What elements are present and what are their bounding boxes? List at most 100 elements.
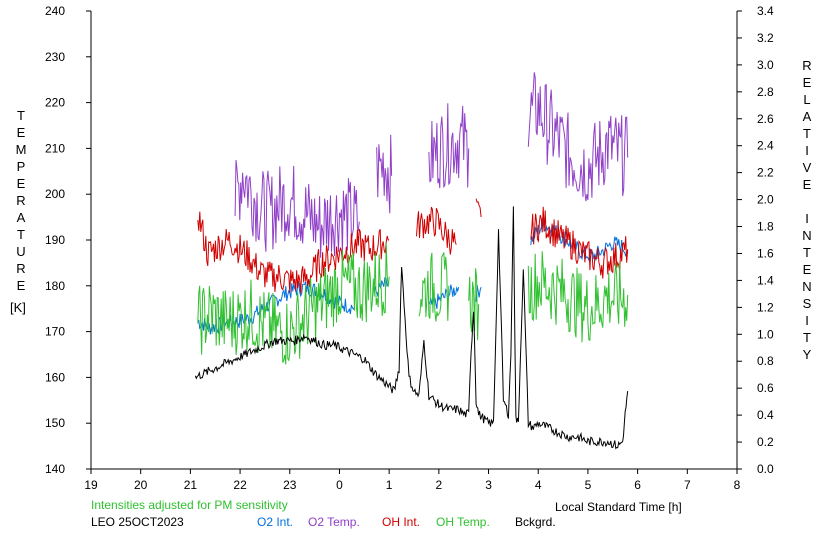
right-axis-title-letter: T <box>803 245 811 260</box>
left-axis-title-letter: P <box>17 159 26 174</box>
right-tick-label: 2.8 <box>757 85 774 99</box>
plot-frame <box>90 11 738 470</box>
left-tick-label: 200 <box>45 187 65 201</box>
x-tick-label: 0 <box>336 478 343 492</box>
left-axis-title-letter: E <box>17 176 26 191</box>
right-tick-label: 1.6 <box>757 246 774 260</box>
x-tick-label: 5 <box>585 478 592 492</box>
series-line <box>475 198 482 218</box>
left-y-axis: 140150160170180190200210220230240TEMPERA… <box>16 4 91 476</box>
sensitivity-note: Intensities adjusted for PM sensitivity <box>91 498 288 512</box>
left-tick-label: 160 <box>45 370 65 384</box>
series-o2-temp <box>234 72 629 258</box>
series-line <box>197 242 390 365</box>
right-tick-label: 0.0 <box>757 462 774 476</box>
left-tick-label: 140 <box>45 462 65 476</box>
series-line <box>530 218 629 261</box>
series-line <box>428 103 470 189</box>
right-axis-title-letter: V <box>803 160 812 175</box>
legend-entry: OH Int. <box>382 515 420 529</box>
right-tick-label: 3.4 <box>757 4 774 18</box>
series-oh-temp <box>197 242 629 365</box>
right-axis-title-letter: R <box>802 58 811 73</box>
right-axis-title-letter: I <box>805 143 809 158</box>
legend-entry: O2 Temp. <box>308 515 360 529</box>
right-axis-title-letter: N <box>802 279 811 294</box>
series-line <box>527 72 629 202</box>
right-tick-label: 0.8 <box>757 354 774 368</box>
legend-entry: O2 Int. <box>257 515 293 529</box>
left-tick-label: 220 <box>45 96 65 110</box>
left-axis-title-letter: T <box>17 227 25 242</box>
right-axis-title-letter: E <box>803 262 812 277</box>
right-axis-title-letter: E <box>803 75 812 90</box>
right-tick-label: 2.6 <box>757 112 774 126</box>
right-tick-label: 0.4 <box>757 408 774 422</box>
left-axis-title-letter: E <box>17 278 26 293</box>
right-y-axis: 0.0 0.2 0.4 0.6 0.8 1.0 1.2 1.4 1.6 1.8 2.0 2.2 2.4 2… <box>737 4 812 476</box>
series-line <box>530 206 629 279</box>
right-tick-label: 1.8 <box>757 220 774 234</box>
left-axis-unit: [K] <box>10 300 26 315</box>
left-axis-title-letter: E <box>17 125 26 140</box>
left-axis-title-letter: R <box>16 193 25 208</box>
left-tick-label: 230 <box>45 50 65 64</box>
x-axis-label: Local Standard Time [h] <box>555 500 682 514</box>
left-axis-title-letter: M <box>16 142 27 157</box>
right-tick-label: 2.4 <box>757 139 774 153</box>
series-line <box>428 284 460 309</box>
right-axis-title-letter: T <box>803 330 811 345</box>
left-axis-title-letter: R <box>16 261 25 276</box>
x-tick-label: 20 <box>134 478 148 492</box>
right-tick-label: 1.0 <box>757 327 774 341</box>
right-axis-title-letter: S <box>803 296 812 311</box>
series-line <box>468 268 480 341</box>
series-line <box>418 252 450 322</box>
right-tick-label: 2.2 <box>757 166 774 180</box>
right-axis-title-letter: I <box>805 211 809 226</box>
series-line <box>373 277 390 297</box>
x-axis: 19 20 21 22 23 0 1 2 3 4 5 6 7 8 <box>84 469 741 492</box>
right-axis-title-letter: A <box>803 109 812 124</box>
right-axis-title-letter: I <box>805 313 809 328</box>
right-axis-title-letter: N <box>802 228 811 243</box>
right-axis-title-letter: T <box>803 126 811 141</box>
right-tick-label: 1.4 <box>757 273 774 287</box>
x-tick-label: 6 <box>634 478 641 492</box>
series-layer <box>194 72 629 450</box>
x-tick-label: 7 <box>684 478 691 492</box>
series-line <box>194 206 629 450</box>
left-axis-title-letter: T <box>17 108 25 123</box>
left-tick-label: 210 <box>45 141 65 155</box>
right-tick-label: 2.0 <box>757 193 774 207</box>
x-tick-label: 8 <box>734 478 741 492</box>
left-tick-label: 240 <box>45 4 65 18</box>
series-bckgrd <box>194 206 629 450</box>
left-tick-label: 170 <box>45 325 65 339</box>
legend-entry: OH Temp. <box>436 515 490 529</box>
right-tick-label: 1.2 <box>757 300 774 314</box>
right-axis-title-letter: E <box>803 177 812 192</box>
series-line <box>527 251 629 343</box>
right-tick-label: 3.0 <box>757 58 774 72</box>
x-tick-label: 19 <box>84 478 98 492</box>
series-line <box>376 134 393 214</box>
x-tick-label: 1 <box>386 478 393 492</box>
legend: O2 Int. O2 Temp. OH Int. OH Temp. Bckgrd. <box>257 515 556 529</box>
left-tick-label: 180 <box>45 279 65 293</box>
left-axis-title-letter: U <box>16 244 25 259</box>
series-line <box>234 159 360 258</box>
right-axis-title-letter: L <box>803 92 810 107</box>
x-tick-label: 23 <box>283 478 297 492</box>
series-oh-int <box>197 198 629 294</box>
legend-entry: Bckgrd. <box>515 515 556 529</box>
x-tick-label: 21 <box>184 478 198 492</box>
x-tick-label: 3 <box>485 478 492 492</box>
left-tick-label: 190 <box>45 233 65 247</box>
x-tick-label: 22 <box>233 478 247 492</box>
right-tick-label: 0.2 <box>757 435 774 449</box>
right-axis-title-letter: Y <box>803 347 812 362</box>
station-label: LEO 25OCT2023 <box>91 515 184 529</box>
right-tick-label: 3.2 <box>757 31 774 45</box>
